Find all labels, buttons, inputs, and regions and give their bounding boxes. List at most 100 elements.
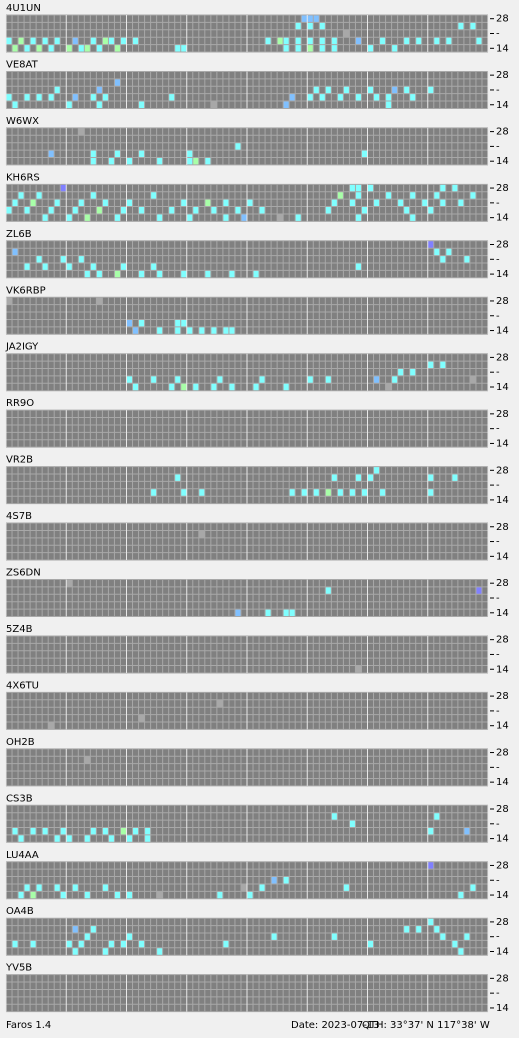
- band-label: -: [496, 198, 500, 209]
- signal-cell: [36, 93, 43, 102]
- signal-cell: [150, 263, 157, 271]
- signal-cell: [48, 722, 55, 730]
- signal-cell: [307, 37, 314, 45]
- signal-cell: [120, 827, 127, 835]
- signal-cell: [12, 101, 19, 109]
- signal-cell: [108, 834, 115, 843]
- app-name: Faros 1.4: [6, 1020, 51, 1031]
- signal-cell: [247, 891, 254, 899]
- signal-cell: [138, 319, 145, 327]
- signal-cell: [433, 248, 440, 256]
- signal-cell: [415, 925, 422, 933]
- signal-cell: [42, 37, 49, 45]
- signal-cell: [373, 199, 380, 207]
- band-label: 14: [496, 947, 509, 958]
- signal-cell: [283, 383, 290, 391]
- band-label: -: [496, 141, 500, 152]
- station-name: LU4AA: [6, 850, 39, 861]
- signal-cell: [277, 37, 284, 45]
- signal-cell: [90, 150, 97, 158]
- signal-cell: [355, 184, 362, 192]
- signal-cell: [36, 44, 43, 52]
- signal-cell: [234, 142, 241, 151]
- signal-cell: [66, 101, 73, 109]
- signal-cell: [283, 101, 290, 109]
- signal-cell: [84, 834, 91, 843]
- signal-cell: [150, 375, 157, 384]
- signal-cell: [216, 699, 223, 708]
- signal-cell: [66, 263, 73, 271]
- signal-cell: [301, 488, 308, 497]
- signal-cell: [210, 326, 217, 335]
- signal-cell: [210, 206, 217, 214]
- signal-cell: [445, 37, 452, 45]
- signal-cell: [84, 756, 91, 764]
- signal-cell: [367, 86, 374, 94]
- signal-cell: [30, 827, 37, 835]
- signal-cell: [259, 883, 266, 892]
- date: Date: 2023-07-13: [291, 1020, 380, 1031]
- signal-cell: [120, 940, 127, 948]
- signal-cell: [415, 37, 422, 45]
- qth: QTH: 33°37' N 117°38' W: [362, 1020, 490, 1031]
- signal-cell: [271, 876, 278, 884]
- band-label: -: [496, 29, 500, 40]
- signal-cell: [114, 213, 121, 222]
- signal-cell: [114, 150, 121, 158]
- signal-cell: [54, 86, 61, 94]
- signal-cell: [72, 925, 79, 933]
- signal-cell: [192, 383, 199, 391]
- signal-cell: [222, 326, 229, 335]
- station-name: ZS6DN: [6, 568, 41, 579]
- station-name: 4X6TU: [6, 680, 39, 691]
- signal-cell: [126, 157, 133, 165]
- signal-cell: [174, 375, 181, 384]
- signal-cell: [6, 37, 13, 45]
- signal-cell: [72, 947, 79, 956]
- signal-cell: [96, 297, 103, 305]
- signal-cell: [126, 375, 133, 384]
- signal-cell: [36, 191, 43, 200]
- signal-cell: [451, 474, 458, 482]
- signal-cell: [84, 213, 91, 222]
- band-label: -: [496, 537, 500, 548]
- signal-cell: [30, 199, 37, 207]
- signal-cell: [283, 44, 290, 52]
- signal-cell: [355, 213, 362, 222]
- signal-cell: [307, 44, 314, 52]
- signal-cell: [289, 609, 296, 617]
- signal-cell: [24, 93, 31, 102]
- signal-cell: [463, 933, 470, 941]
- signal-cell: [66, 44, 73, 52]
- signal-cell: [138, 101, 145, 109]
- signal-cell: [283, 876, 290, 884]
- station-name: JA2IGY: [5, 342, 39, 353]
- signal-cell: [439, 361, 446, 369]
- signal-cell: [457, 891, 464, 899]
- band-label: 14: [496, 156, 509, 167]
- signal-cell: [355, 191, 362, 200]
- signal-cell: [96, 270, 103, 278]
- signal-cell: [355, 93, 362, 102]
- signal-cell: [156, 270, 163, 278]
- signal-cell: [295, 44, 302, 52]
- band-label: -: [496, 988, 500, 999]
- signal-cell: [66, 940, 73, 948]
- band-label: 14: [496, 100, 509, 111]
- signal-cell: [192, 157, 199, 165]
- signal-cell: [30, 37, 37, 45]
- signal-cell: [114, 270, 121, 278]
- band-label: 28: [496, 240, 509, 251]
- signal-cell: [301, 15, 308, 23]
- signal-cell: [72, 883, 79, 892]
- signal-cell: [60, 184, 67, 192]
- signal-cell: [210, 101, 217, 109]
- signal-cell: [289, 488, 296, 497]
- signal-cell: [325, 586, 332, 595]
- signal-cell: [439, 255, 446, 263]
- signal-cell: [475, 586, 482, 595]
- signal-cell: [24, 263, 31, 271]
- signal-cell: [427, 86, 434, 94]
- signal-cell: [90, 191, 97, 200]
